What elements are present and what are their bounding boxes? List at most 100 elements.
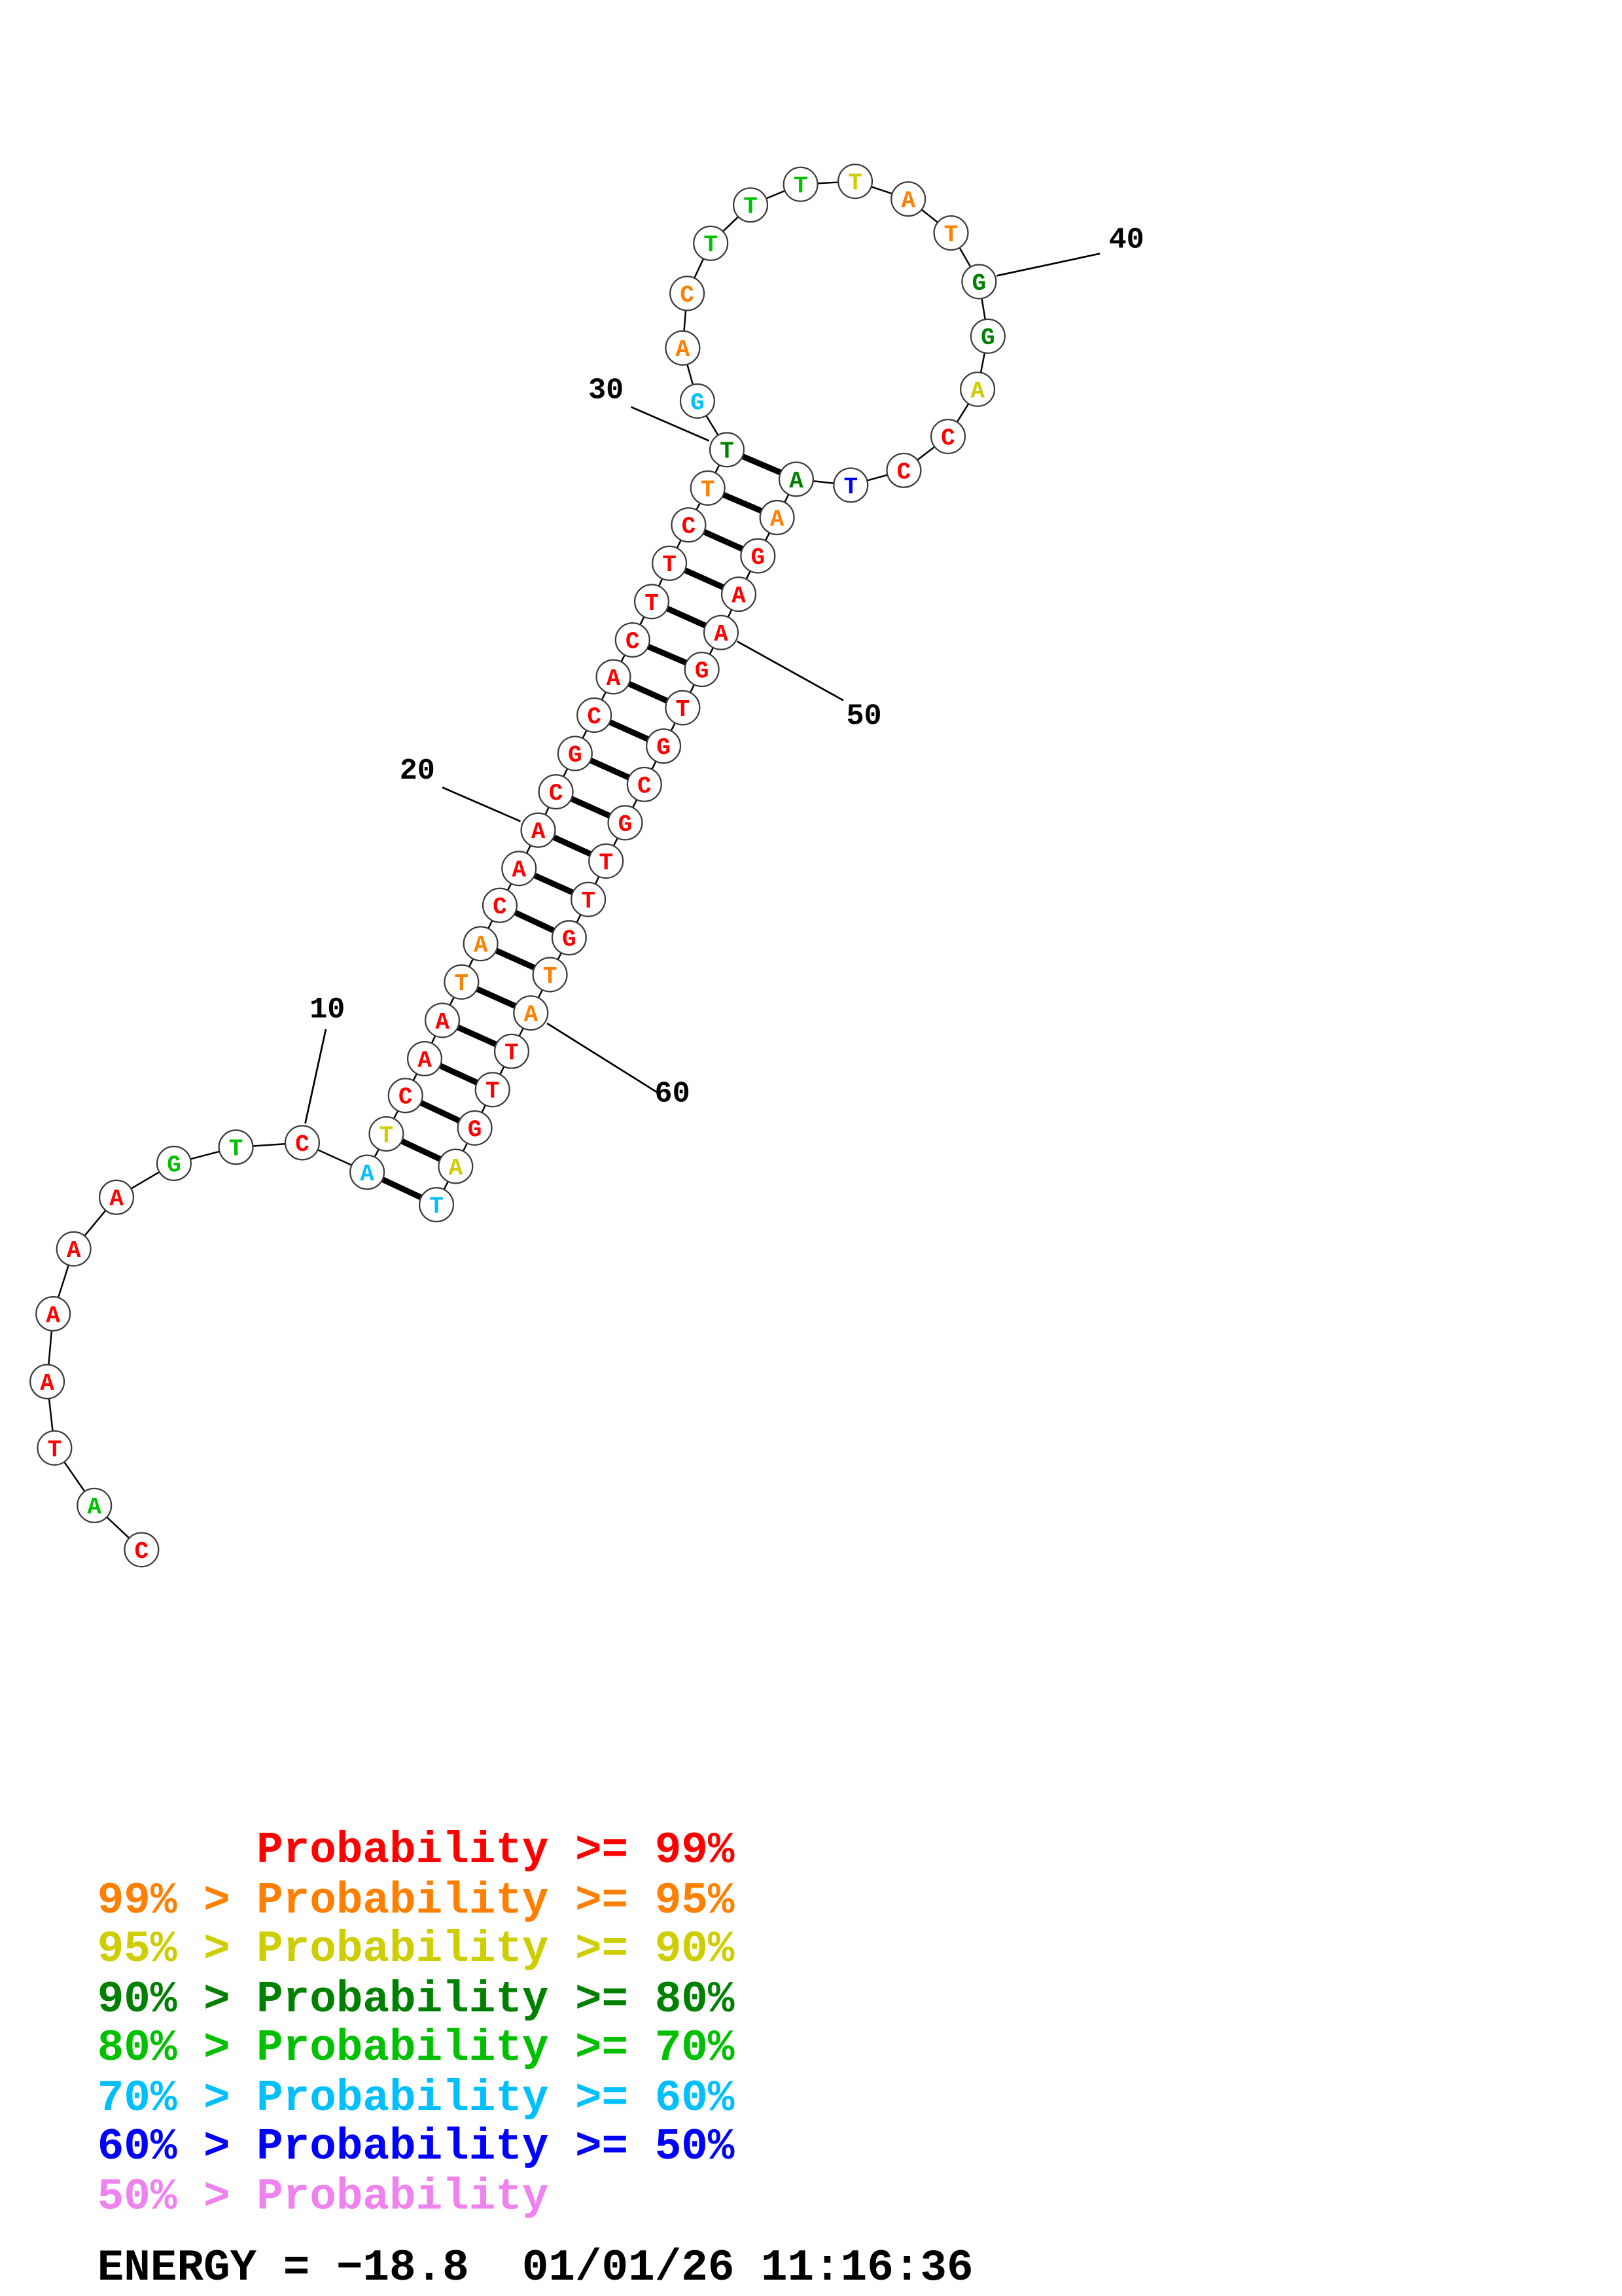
base-circle xyxy=(98,1179,135,1215)
base-letter: A xyxy=(87,1494,101,1521)
base-letter: T xyxy=(644,590,659,617)
base-circle xyxy=(406,1040,443,1077)
base-letter: C xyxy=(135,1538,149,1565)
base-letter: T xyxy=(743,194,758,221)
base-letter: T xyxy=(229,1136,243,1163)
base-letter: C xyxy=(493,894,507,921)
base-letter: G xyxy=(167,1152,181,1178)
base-circle xyxy=(970,318,1006,354)
base-circle xyxy=(679,383,715,419)
base-circle xyxy=(759,499,795,536)
base-letter: A xyxy=(676,336,690,363)
base-letter: A xyxy=(474,932,488,959)
base-letter: C xyxy=(680,282,694,309)
base-circle xyxy=(284,1125,321,1161)
base-circle xyxy=(474,1072,510,1108)
base-letter: C xyxy=(587,703,601,730)
base-circle xyxy=(438,1148,474,1184)
base-circle xyxy=(783,166,819,202)
base-circle xyxy=(29,1364,65,1400)
base-circle xyxy=(156,1145,192,1182)
base-letter: T xyxy=(379,1122,394,1149)
base-circle xyxy=(684,652,720,688)
sequence-number-label: 30 xyxy=(588,373,624,407)
base-circle xyxy=(551,920,587,956)
base-letter: G xyxy=(750,544,765,571)
base-letter: T xyxy=(794,173,808,200)
base-circle xyxy=(595,659,631,695)
base-circle xyxy=(418,1187,455,1223)
label-leader-line xyxy=(304,1029,327,1124)
legend-row: 50% > Probability xyxy=(97,2172,549,2223)
base-letter: A xyxy=(523,1002,538,1029)
base-circle xyxy=(37,1430,73,1466)
base-circle xyxy=(35,1296,71,1332)
sequence-number-label: 60 xyxy=(655,1076,690,1110)
base-letter: C xyxy=(682,514,696,540)
base-letter: G xyxy=(690,389,705,416)
base-circle xyxy=(387,1078,423,1114)
legend-row: Probability >= 99% xyxy=(97,1827,735,1877)
base-letter: C xyxy=(295,1131,309,1158)
base-letter: T xyxy=(485,1078,500,1105)
base-circle xyxy=(493,1033,530,1069)
base-circle xyxy=(607,805,643,841)
base-circle xyxy=(124,1532,160,1568)
label-leader-line xyxy=(996,253,1101,277)
base-letter: T xyxy=(48,1436,62,1463)
base-letter: A xyxy=(732,583,746,610)
base-circle xyxy=(665,330,701,366)
base-circle xyxy=(690,470,726,506)
base-circle xyxy=(833,467,869,503)
sequence-number-label: 20 xyxy=(400,754,435,788)
base-letter: T xyxy=(581,888,595,915)
base-letter: A xyxy=(770,506,785,533)
base-circle xyxy=(557,735,593,771)
base-letter: C xyxy=(941,425,955,451)
base-letter: A xyxy=(109,1186,124,1212)
base-circle xyxy=(671,507,707,543)
base-letter: A xyxy=(417,1047,432,1074)
base-letter: G xyxy=(468,1116,482,1143)
base-circle xyxy=(961,264,997,300)
base-letter: A xyxy=(46,1302,60,1329)
base-circle xyxy=(482,887,518,923)
label-leader-line xyxy=(442,786,521,822)
base-letter: G xyxy=(568,742,582,769)
base-letter: A xyxy=(67,1237,81,1264)
base-circle xyxy=(960,371,996,407)
base-letter: A xyxy=(512,857,526,884)
base-letter: A xyxy=(714,621,728,648)
base-circle xyxy=(740,538,776,574)
legend-row: 99% > Probability >= 95% xyxy=(97,1876,735,1927)
base-circle xyxy=(520,812,556,848)
base-letter: G xyxy=(618,811,633,838)
base-circle xyxy=(665,690,701,726)
base-letter: G xyxy=(981,325,995,351)
base-circle xyxy=(646,728,682,764)
sequence-number-label: 50 xyxy=(847,699,882,733)
legend-row: 95% > Probability >= 90% xyxy=(97,1926,735,1976)
base-letter: C xyxy=(626,628,640,655)
base-circle xyxy=(576,697,612,733)
base-letter: C xyxy=(398,1084,413,1111)
base-circle xyxy=(886,452,922,488)
legend-row: 90% > Probability >= 80% xyxy=(97,1975,735,2026)
base-letter: G xyxy=(972,270,987,297)
base-letter: T xyxy=(848,170,862,197)
base-circle xyxy=(349,1154,385,1190)
base-circle xyxy=(626,766,662,802)
base-letter: C xyxy=(897,459,911,486)
base-letter: G xyxy=(656,735,671,762)
base-letter: A xyxy=(40,1370,54,1397)
base-letter: T xyxy=(662,552,677,578)
base-circle xyxy=(513,995,549,1031)
legend-row: 70% > Probability >= 60% xyxy=(97,2074,735,2125)
base-letter: A xyxy=(449,1155,463,1182)
base-circle xyxy=(614,622,650,658)
base-circle xyxy=(571,881,607,917)
base-letter: T xyxy=(944,221,959,248)
base-circle xyxy=(930,418,966,455)
base-letter: T xyxy=(429,1193,444,1220)
